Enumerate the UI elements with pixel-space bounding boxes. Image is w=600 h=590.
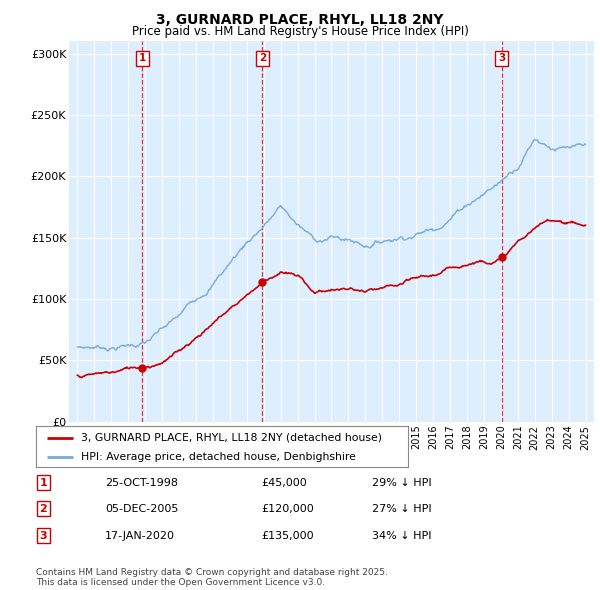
Text: Price paid vs. HM Land Registry's House Price Index (HPI): Price paid vs. HM Land Registry's House … <box>131 25 469 38</box>
Text: 27% ↓ HPI: 27% ↓ HPI <box>372 504 431 513</box>
Text: 3: 3 <box>498 54 505 64</box>
Text: £135,000: £135,000 <box>261 531 314 540</box>
Text: HPI: Average price, detached house, Denbighshire: HPI: Average price, detached house, Denb… <box>80 452 356 462</box>
Text: 2: 2 <box>40 504 47 513</box>
Text: 1: 1 <box>139 54 146 64</box>
Text: 34% ↓ HPI: 34% ↓ HPI <box>372 531 431 540</box>
Text: 25-OCT-1998: 25-OCT-1998 <box>105 478 178 487</box>
Text: Contains HM Land Registry data © Crown copyright and database right 2025.
This d: Contains HM Land Registry data © Crown c… <box>36 568 388 587</box>
Text: 29% ↓ HPI: 29% ↓ HPI <box>372 478 431 487</box>
Text: 17-JAN-2020: 17-JAN-2020 <box>105 531 175 540</box>
Text: 2: 2 <box>259 54 266 64</box>
Text: 05-DEC-2005: 05-DEC-2005 <box>105 504 178 513</box>
Text: 3: 3 <box>40 531 47 540</box>
Text: 1: 1 <box>40 478 47 487</box>
Text: £120,000: £120,000 <box>261 504 314 513</box>
Text: £45,000: £45,000 <box>261 478 307 487</box>
Text: 3, GURNARD PLACE, RHYL, LL18 2NY: 3, GURNARD PLACE, RHYL, LL18 2NY <box>156 13 444 27</box>
Text: 3, GURNARD PLACE, RHYL, LL18 2NY (detached house): 3, GURNARD PLACE, RHYL, LL18 2NY (detach… <box>80 432 382 442</box>
